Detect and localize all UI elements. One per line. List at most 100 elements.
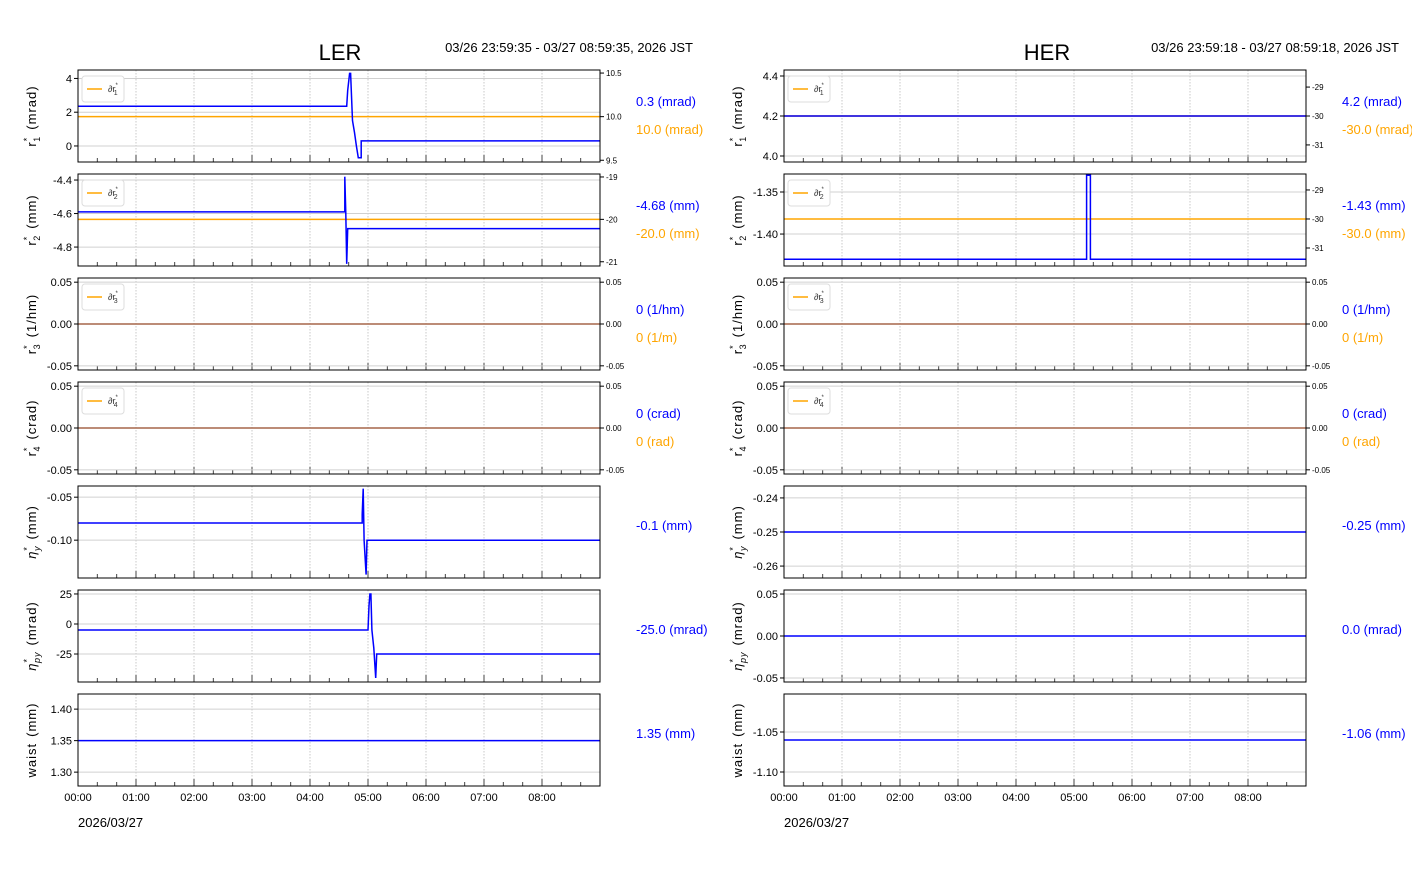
panel-5: -0.10 -0.05 η*y (mm) -0.1 (mm) xyxy=(22,485,692,579)
current-value-label: 0 (crad) xyxy=(636,406,681,421)
legend-main: ∂r xyxy=(814,84,821,94)
y-tick-label: 4.4 xyxy=(763,71,778,83)
y2-tick-label: -0.05 xyxy=(1312,362,1331,371)
y-label-unit: (crad) xyxy=(24,400,39,440)
y2-tick-label: -29 xyxy=(1312,186,1324,195)
legend-main: ∂r xyxy=(814,292,821,302)
reference-value-label: 0 (rad) xyxy=(1342,434,1380,449)
x-tick-label: 04:00 xyxy=(296,792,324,804)
legend-sup: * xyxy=(821,291,824,297)
time-range: 03/26 23:59:18 - 03/27 08:59:18, 2026 JS… xyxy=(1151,40,1399,55)
y-label-unit: (mrad) xyxy=(24,85,39,129)
legend-box xyxy=(787,179,831,207)
y-tick-label: -0.10 xyxy=(47,535,72,547)
legend-main: ∂r xyxy=(108,84,115,94)
legend: ∂r* 4 xyxy=(787,387,831,415)
y-tick-label: 0.05 xyxy=(51,277,72,289)
current-value-label: -1.43 (mm) xyxy=(1342,198,1406,213)
y-axis-label: r*1 (mrad) xyxy=(22,85,42,146)
legend-sup: * xyxy=(821,395,824,401)
y-axis-label: η*y (mm) xyxy=(728,505,748,559)
plot-frame xyxy=(783,173,1307,267)
plot-frame xyxy=(77,69,601,163)
y-label-sub: 3 xyxy=(738,343,748,349)
y-label-main: η xyxy=(730,663,745,671)
y-label-unit: (mrad) xyxy=(24,601,39,645)
plot-frame xyxy=(77,277,601,371)
panel-3: -0.050.000.05-0.050.000.05∂r* 3r*3(1/hm) 0… xyxy=(728,277,1390,373)
y2-tick-label: -31 xyxy=(1312,141,1324,150)
y-tick-label: -0.26 xyxy=(753,561,778,573)
legend-sub: 3 xyxy=(114,298,118,305)
y2-tick-label: -31 xyxy=(1312,244,1324,253)
y-label-main: r xyxy=(730,451,745,456)
y-tick-label: 25 xyxy=(60,589,72,601)
time-range: 03/26 23:59:35 - 03/27 08:59:35, 2026 JS… xyxy=(445,40,693,55)
x-tick-label: 06:00 xyxy=(412,792,440,804)
y2-tick-label: -29 xyxy=(1312,83,1324,92)
y-axis-label: r*2 (mm) xyxy=(728,194,748,245)
y-label-unit: (mm) xyxy=(24,505,39,539)
y-axis-label: r*3 (1/hm) xyxy=(728,294,748,354)
y2-tick-label: 9.5 xyxy=(606,156,618,165)
legend: ∂r* 2 xyxy=(81,179,125,207)
legend-box xyxy=(81,179,125,207)
y2-tick-label: 0.05 xyxy=(1312,382,1328,391)
y-tick-label: 0.00 xyxy=(757,319,778,331)
plot-frame xyxy=(77,485,601,579)
y-tick-label: -4.8 xyxy=(53,242,72,254)
panel-4: -0.050.000.05-0.050.000.05∂r* 4r*4(crad) 0… xyxy=(728,381,1387,477)
y-label-sup: * xyxy=(22,447,32,452)
y-label-sub: py xyxy=(32,652,42,665)
y-tick-label: 2 xyxy=(66,107,72,119)
y-label-sup: * xyxy=(728,344,738,349)
y-label-unit: (mm) xyxy=(730,505,745,539)
y-axis-label: waist (mm) xyxy=(24,703,39,779)
legend-label: ∂r* 1 xyxy=(108,83,118,97)
y-label-main: r xyxy=(730,141,745,146)
plot-frame xyxy=(783,589,1307,683)
legend-box xyxy=(787,75,831,103)
legend: ∂r* 2 xyxy=(787,179,831,207)
y-label-sub: 2 xyxy=(738,235,748,241)
y-label-sup: * xyxy=(22,546,32,551)
x-tick-label: 06:00 xyxy=(1118,792,1146,804)
value-series-line xyxy=(78,72,600,159)
y-label-main: waist xyxy=(24,743,39,779)
y-tick-label: 0.00 xyxy=(51,423,72,435)
x-tick-label: 03:00 xyxy=(238,792,266,804)
y-axis-label: r*4 (crad) xyxy=(728,400,748,457)
current-value-label: 0 (1/hm) xyxy=(636,302,684,317)
y-tick-label: -0.05 xyxy=(753,673,778,685)
panel-6: -0.05 0.00 0.05 η*py (mrad) 0.0 (mrad) xyxy=(728,589,1402,685)
panel-4: -0.050.000.05-0.050.000.05∂r* 4r*4(crad) 0… xyxy=(22,381,681,477)
current-value-label: 0.0 (mrad) xyxy=(1342,622,1402,637)
legend-main: ∂r xyxy=(814,396,821,406)
y-label-main: r xyxy=(24,141,39,146)
y2-tick-label: 0.00 xyxy=(1312,424,1328,433)
plot-frame xyxy=(77,693,601,787)
legend-label: ∂r* 3 xyxy=(108,291,118,305)
y-label-sub: 4 xyxy=(32,446,42,452)
y-tick-label: -0.05 xyxy=(753,361,778,373)
y2-tick-label: 0.05 xyxy=(606,278,622,287)
plot-frame xyxy=(77,173,601,267)
reference-value-label: 10.0 (mrad) xyxy=(636,122,703,137)
legend-main: ∂r xyxy=(108,396,115,406)
y2-tick-label: -30 xyxy=(1312,215,1324,224)
y-label-sub: y xyxy=(738,546,748,553)
y2-tick-label: -0.05 xyxy=(606,466,625,475)
y-tick-label: -1.35 xyxy=(753,187,778,199)
y-tick-label: 1.40 xyxy=(51,704,72,716)
current-value-label: 4.2 (mrad) xyxy=(1342,94,1402,109)
legend-sup: * xyxy=(115,291,118,297)
x-tick-label: 02:00 xyxy=(180,792,208,804)
legend-sup: * xyxy=(115,83,118,89)
y-tick-label: 0.05 xyxy=(757,589,778,601)
plot-frame xyxy=(783,485,1307,579)
y-label-sub: 3 xyxy=(32,343,42,349)
panel-2: -4.8-4.6-4.4-21-20-19∂r* 2r*2(mm) -4.68 (m… xyxy=(22,173,700,267)
y-label-main: r xyxy=(24,349,39,354)
y-label-unit: (1/hm) xyxy=(730,294,745,338)
date-label: 2026/03/27 xyxy=(784,815,849,830)
